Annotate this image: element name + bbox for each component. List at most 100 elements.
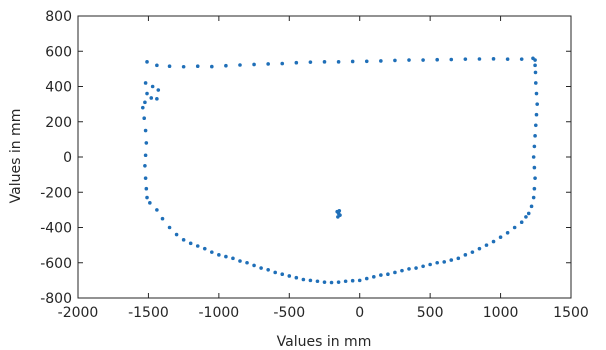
data-point [143, 128, 148, 133]
data-point [322, 280, 327, 284]
data-point [519, 57, 524, 61]
data-point [252, 62, 256, 67]
y-tick-label: 200 [45, 115, 72, 131]
data-point [529, 204, 534, 209]
data-point [526, 211, 531, 216]
data-point [142, 116, 146, 121]
data-point [308, 278, 313, 283]
data-point [505, 57, 510, 61]
data-point [531, 155, 536, 159]
data-point [491, 57, 496, 61]
data-point [155, 63, 159, 68]
x-axis-label: Values in mm [277, 334, 372, 350]
data-point [532, 186, 537, 191]
data-point [477, 57, 482, 61]
data-point [148, 201, 152, 205]
data-point [533, 63, 537, 68]
data-point [280, 272, 285, 277]
data-point [534, 112, 539, 117]
data-point [145, 60, 149, 64]
data-point [140, 105, 145, 110]
y-tick-label: 600 [45, 44, 72, 60]
data-point [252, 263, 256, 268]
plot-area-border [77, 15, 572, 299]
data-point [456, 256, 461, 261]
data-point [174, 232, 179, 237]
data-point [329, 280, 334, 285]
data-point [238, 63, 242, 67]
data-point [224, 254, 228, 259]
data-point [421, 264, 425, 269]
data-point [156, 88, 161, 92]
y-tick-label: 400 [45, 80, 72, 96]
data-point [435, 260, 439, 265]
data-point [533, 134, 537, 138]
data-point [421, 58, 425, 62]
data-point [505, 230, 510, 235]
data-point [294, 60, 299, 65]
y-tick-label: 0 [63, 150, 72, 166]
data-point [533, 70, 538, 75]
data-point [435, 57, 439, 62]
data-point [280, 61, 285, 66]
data-point [167, 225, 172, 230]
data-point [364, 59, 369, 64]
data-point [532, 144, 537, 149]
x-tick-label: 500 [417, 305, 444, 321]
data-point [195, 244, 200, 248]
y-tick-label: 800 [45, 9, 72, 25]
data-point [336, 280, 341, 284]
data-point [143, 100, 147, 105]
data-point [407, 58, 411, 62]
data-point [484, 243, 489, 247]
data-points-layer [140, 56, 539, 285]
data-point [491, 239, 496, 244]
data-point [533, 176, 537, 180]
data-point [181, 64, 186, 69]
data-point [143, 164, 147, 168]
data-point [150, 84, 155, 89]
x-tick-label: 0 [355, 305, 364, 321]
data-point [393, 270, 397, 275]
data-point [259, 266, 263, 270]
x-tick-label: 1000 [483, 305, 519, 321]
data-point [532, 165, 537, 170]
data-point [477, 246, 482, 251]
data-point [357, 278, 362, 283]
data-point [188, 241, 193, 246]
data-point [266, 62, 270, 66]
data-point [167, 64, 172, 69]
x-tick-label: -500 [273, 305, 305, 321]
x-tick-label: -1500 [128, 305, 169, 321]
data-point [350, 59, 355, 64]
x-tick-label: -1000 [199, 305, 240, 321]
y-tick-label: -800 [40, 291, 72, 307]
data-point [372, 275, 376, 279]
data-point [160, 216, 165, 221]
data-point [273, 270, 278, 275]
ticks-layer: -2000 -1500 -1000 -500 0 500 1000 1500-800-600-… [40, 9, 589, 321]
x-tick-label: -2000 [58, 305, 99, 321]
data-point [449, 258, 454, 262]
data-point [238, 259, 242, 263]
x-tick-label: 1500 [553, 305, 589, 321]
data-point [144, 186, 149, 191]
data-point [533, 81, 538, 85]
data-point [266, 268, 270, 272]
data-point [155, 97, 159, 101]
data-point [407, 267, 411, 271]
data-point [414, 266, 418, 270]
data-point [210, 250, 214, 254]
y-tick-label: -600 [40, 256, 72, 272]
data-point [143, 153, 148, 158]
data-point [301, 277, 306, 282]
data-point [379, 59, 383, 63]
data-point [386, 272, 390, 277]
data-point [379, 273, 383, 277]
data-point [535, 102, 539, 106]
data-point [315, 279, 320, 284]
data-point [533, 58, 537, 62]
data-point [343, 279, 348, 284]
data-point [350, 278, 355, 283]
